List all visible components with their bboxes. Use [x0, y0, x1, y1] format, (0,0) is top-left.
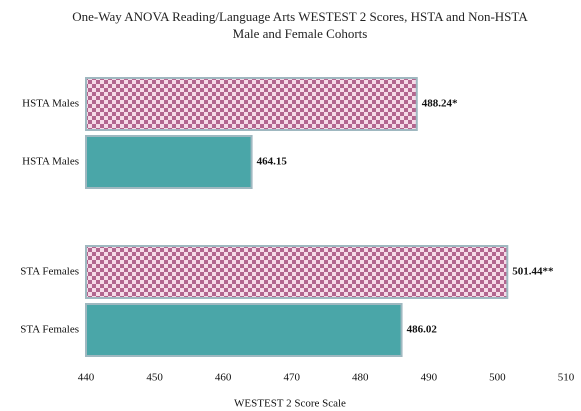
category-label: STA Females — [20, 266, 79, 278]
bar — [85, 77, 418, 131]
value-label: 501.44** — [512, 266, 554, 278]
bar — [85, 303, 403, 357]
value-label: 486.02 — [407, 324, 438, 336]
x-tick-label: 490 — [421, 372, 438, 384]
bar — [85, 135, 253, 189]
x-tick-label: 480 — [352, 372, 369, 384]
x-axis-label: WESTEST 2 Score Scale — [234, 398, 346, 410]
bar — [85, 245, 509, 299]
category-label: STA Females — [20, 324, 79, 336]
x-tick-label: 510 — [558, 372, 575, 384]
value-label: 488.24* — [422, 98, 458, 110]
x-tick-label: 470 — [283, 372, 300, 384]
x-tick-label: 460 — [215, 372, 232, 384]
x-tick-label: 450 — [146, 372, 163, 384]
x-tick-label: 500 — [489, 372, 506, 384]
x-tick-label: 440 — [78, 372, 95, 384]
category-label: HSTA Males — [22, 98, 79, 110]
category-label: HSTA Males — [22, 156, 79, 168]
chart-title: One-Way ANOVA Reading/Language Arts WEST… — [72, 9, 528, 41]
value-label: 464.15 — [257, 156, 288, 168]
